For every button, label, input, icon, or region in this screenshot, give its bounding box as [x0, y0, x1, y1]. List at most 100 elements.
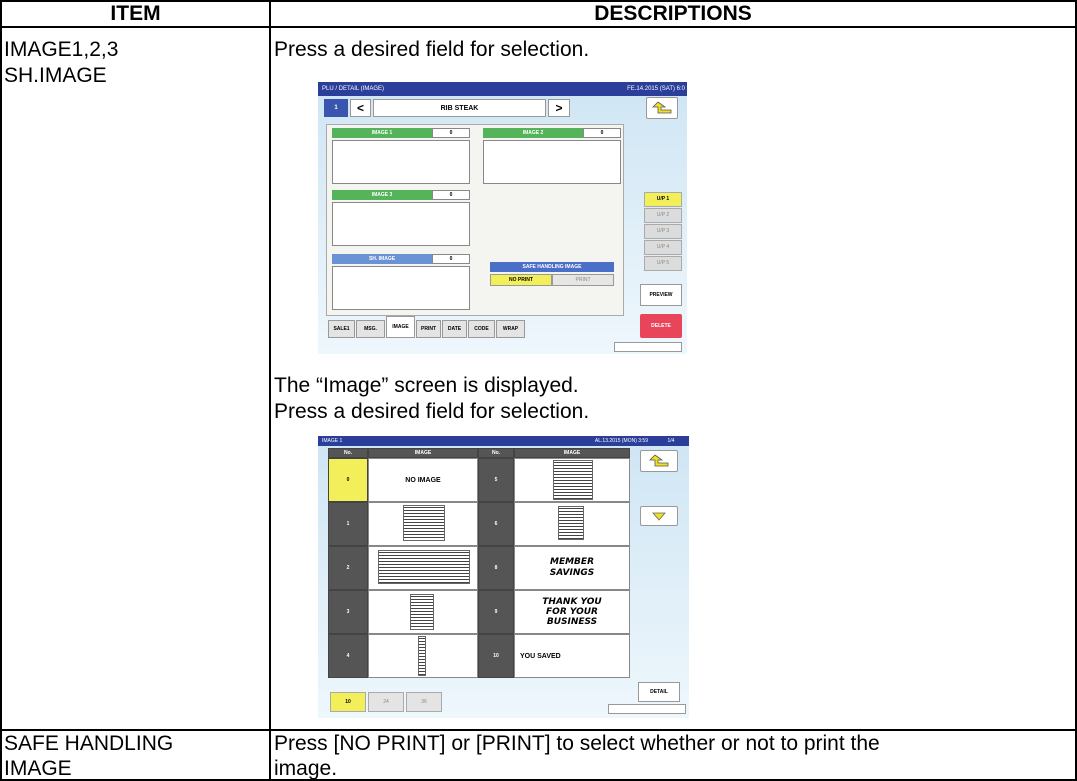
description-line: image.: [274, 757, 338, 780]
number-cell: 0: [328, 458, 368, 502]
title-bar: [318, 82, 687, 96]
back-button: [640, 450, 678, 472]
scroll-down-button: [640, 506, 678, 526]
unit-price-button: U/P 2: [644, 208, 682, 223]
screen-title: PLU / DETAIL (IMAGE): [322, 86, 385, 92]
option-button: PRINT: [552, 274, 614, 286]
thumbnail: [558, 506, 584, 540]
rule: [0, 779, 1077, 781]
description-line: Press [NO PRINT] or [PRINT] to select wh…: [274, 732, 880, 755]
number-cell: 5: [478, 458, 514, 502]
unit-price-button: U/P 1: [644, 192, 682, 207]
unit-price-button: U/P 4: [644, 240, 682, 255]
header-descriptions: DESCRIPTIONS: [594, 2, 752, 25]
field-label: SH. IMAGE: [332, 254, 432, 264]
rule: [0, 0, 2, 781]
image-cell: [514, 634, 630, 678]
description-text: Press a desired field for selection.: [274, 400, 590, 423]
image-text: FOR YOUR: [546, 607, 598, 617]
option-button: NO PRINT: [490, 274, 552, 286]
number-cell: 10: [478, 634, 514, 678]
thumbnail: [403, 505, 445, 541]
image-cell: [514, 590, 630, 634]
table-header: No.: [478, 448, 514, 458]
unit-price-button: U/P 3: [644, 224, 682, 239]
image-text: THANK YOU: [542, 597, 602, 607]
item-line: SH.IMAGE: [4, 64, 107, 87]
next-button: >: [548, 99, 570, 117]
tab: PRINT: [416, 320, 441, 338]
number-cell: 2: [328, 546, 368, 590]
screenshot: IMAGE 1 AL.13.2015 (MON) 3:59 1/4 No. IMAGE N…: [318, 436, 689, 718]
number-cell: 8: [478, 546, 514, 590]
detail-button: DETAIL: [638, 682, 680, 702]
thumbnail: [378, 550, 470, 584]
image-cell: [514, 546, 630, 590]
field-box: [483, 140, 621, 184]
tab: 10: [330, 692, 366, 712]
item-line: SAFE HANDLING: [4, 732, 174, 755]
image-cell: [368, 458, 478, 502]
image-text: MEMBER: [550, 557, 594, 567]
status-box: [614, 342, 682, 352]
description-text: Press a desired field for selection.: [274, 38, 590, 61]
preview-button: PREVIEW: [640, 284, 682, 306]
rule: [1075, 0, 1077, 781]
rule: [0, 729, 1077, 731]
image-text: NO IMAGE: [405, 476, 441, 484]
tab: CODE: [468, 320, 495, 338]
status-box: [608, 704, 686, 714]
number-cell: 6: [478, 502, 514, 546]
tab: IMAGE: [386, 316, 415, 338]
rule: [0, 26, 1077, 28]
item-line: IMAGE: [4, 757, 72, 780]
field-box: [332, 266, 470, 310]
field-value: 0: [432, 190, 470, 200]
table-header: IMAGE: [368, 448, 478, 458]
image-text: BUSINESS: [546, 617, 598, 627]
field-box: [332, 140, 470, 184]
header-item: ITEM: [110, 2, 161, 25]
tab: 36: [406, 692, 442, 712]
field-box: [332, 202, 470, 246]
page-indicator: 1/4: [667, 437, 675, 444]
back-icon: [652, 101, 672, 114]
field-value: 0: [583, 128, 621, 138]
plu-name: RIB STEAK: [373, 99, 546, 117]
screen-title: IMAGE 1: [322, 437, 343, 444]
screen-datetime: FE.14.2015 (SAT) 6:0: [627, 86, 685, 92]
tab: MSG.: [356, 320, 385, 338]
table-header: No.: [328, 448, 368, 458]
image-text: YOU SAVED: [520, 652, 561, 660]
delete-button: DELETE: [640, 314, 682, 338]
safe-handling-label: SAFE HANDLING IMAGE: [490, 262, 614, 272]
thumbnail: [410, 594, 434, 630]
number-cell: 1: [328, 502, 368, 546]
tab: WRAP: [496, 320, 525, 338]
tab: 24: [368, 692, 404, 712]
field-label: IMAGE 1: [332, 128, 432, 138]
field-label: IMAGE 2: [483, 128, 583, 138]
rule: [0, 0, 1077, 2]
plu-number: 1: [324, 99, 348, 117]
tab: DATE: [442, 320, 467, 338]
item-line: IMAGE1,2,3: [4, 38, 119, 61]
table-header: IMAGE: [514, 448, 630, 458]
down-icon: [652, 512, 666, 521]
image-text: SAVINGS: [549, 568, 595, 578]
field-label: IMAGE 3: [332, 190, 432, 200]
title-bar: [318, 436, 689, 446]
prev-button: <: [350, 99, 371, 117]
field-value: 0: [432, 254, 470, 264]
rule: [269, 0, 271, 781]
tab: SALE1: [328, 320, 355, 338]
unit-price-button: U/P 5: [644, 256, 682, 271]
thumbnail: [418, 636, 426, 676]
back-button: [646, 97, 678, 119]
number-cell: 4: [328, 634, 368, 678]
screen-datetime: AL.13.2015 (MON) 3:59: [594, 437, 648, 444]
thumbnail: [553, 460, 593, 500]
back-icon: [649, 454, 669, 467]
description-text: The “Image” screen is displayed.: [274, 374, 579, 397]
